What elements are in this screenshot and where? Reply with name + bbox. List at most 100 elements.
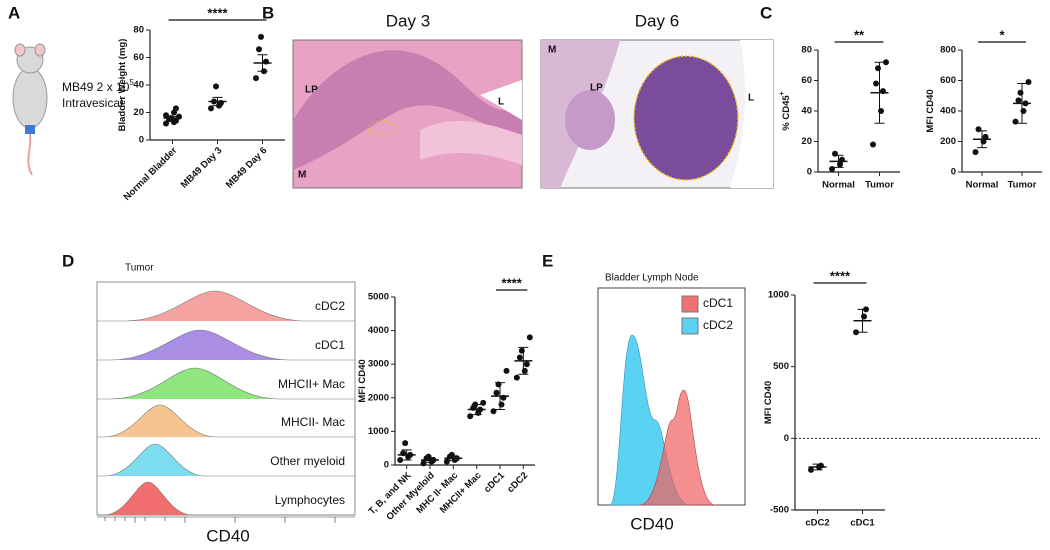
- x-tick-label: cDC2: [805, 518, 829, 529]
- data-point: [1012, 118, 1019, 125]
- y-tick-label: 60: [801, 75, 812, 86]
- micrograph-title: Day 6: [635, 11, 679, 30]
- error-bar: [425, 457, 435, 463]
- panel-label: D: [62, 251, 74, 270]
- data-point: [513, 374, 520, 381]
- panel-label: C: [760, 3, 772, 22]
- y-tick-label: 60: [133, 52, 144, 63]
- data-point: [443, 458, 450, 465]
- y-tick-label: 80: [133, 25, 144, 36]
- y-axis-label-text: Bladder Weight (mg): [117, 39, 128, 132]
- error-bar: [857, 308, 868, 333]
- x-tick-label: cDC1: [482, 470, 507, 495]
- tissue-label: LP: [305, 85, 318, 96]
- data-point: [878, 108, 884, 114]
- data-point: [173, 105, 179, 112]
- x-tick-label: cDC2: [505, 470, 530, 495]
- y-axis-label: MFI CD40: [357, 359, 368, 402]
- data-point: [397, 456, 404, 463]
- y-tick-label: 500: [773, 361, 789, 372]
- tissue-label: L: [498, 97, 504, 108]
- y-tick-label: 40: [801, 106, 812, 117]
- data-point: [982, 133, 989, 140]
- y-tick-label: 800: [940, 45, 956, 56]
- y-axis-label-text: MFI CD40: [357, 359, 368, 402]
- data-point: [503, 367, 510, 374]
- data-point: [521, 367, 528, 374]
- panel-label: E: [542, 251, 553, 270]
- data-point: [518, 347, 525, 354]
- data-point: [870, 141, 876, 148]
- data-point: [163, 120, 169, 127]
- y-tick-label: 40: [133, 80, 144, 91]
- error-bar: [833, 154, 844, 168]
- data-point: [448, 451, 455, 458]
- error-bar: [977, 130, 987, 149]
- data-point: [256, 46, 262, 53]
- x-tick-label: Normal Bladder: [122, 145, 180, 203]
- data-point: [875, 65, 881, 72]
- micrograph: [292, 39, 523, 189]
- histogram: [96, 281, 356, 523]
- y-axis-label-text: MFI CD40: [763, 381, 774, 424]
- error-bar: [812, 463, 823, 471]
- x-axis-label: CD40: [630, 514, 673, 533]
- x-tick-label: Tumor: [865, 180, 894, 191]
- treatment-text: MB49 2 x 105: [62, 78, 134, 94]
- data-point: [808, 466, 814, 473]
- y-axis-label: Bladder Weight (mg): [117, 39, 128, 132]
- y-tick-label: 0: [951, 167, 956, 178]
- y-tick-label: 0: [384, 460, 389, 471]
- data-point: [526, 334, 533, 341]
- y-tick-label: 1000: [368, 426, 389, 437]
- x-tick-label: Normal: [822, 180, 855, 191]
- mouse-illustration: [12, 43, 48, 176]
- significance-label: ****: [207, 5, 228, 20]
- error-bar: [471, 404, 482, 416]
- x-tick-label: Normal: [966, 180, 999, 191]
- treatment-superscript: 5: [129, 78, 134, 87]
- y-tick-label: 5000: [368, 292, 389, 303]
- y-axis-label: MFI CD40: [925, 89, 936, 132]
- error-bar: [448, 455, 459, 462]
- histogram-row-label: Lymphocytes: [275, 493, 345, 507]
- y-tick-label: 0: [139, 135, 144, 146]
- panel-label: B: [262, 3, 274, 22]
- data-point: [258, 33, 264, 40]
- significance-label: **: [854, 27, 865, 42]
- data-point: [208, 105, 214, 112]
- histogram-row-label: Other myeloid: [270, 454, 345, 468]
- data-point: [853, 329, 859, 336]
- histogram-row-label: cDC2: [315, 299, 345, 313]
- data-point: [832, 150, 838, 157]
- significance-label: ****: [502, 275, 523, 290]
- data-point: [498, 401, 505, 408]
- y-tick-label: 0: [784, 433, 789, 444]
- y-tick-label: 20: [133, 107, 144, 118]
- micrograph: [540, 39, 774, 189]
- data-point: [873, 80, 879, 87]
- error-bar: [518, 346, 529, 375]
- error-bar: [167, 115, 178, 121]
- y-axis-label-superscript: +: [779, 91, 786, 95]
- data-point: [861, 313, 867, 320]
- y-axis-label: MFI CD40: [763, 381, 774, 424]
- significance-label: ****: [830, 268, 851, 283]
- histogram-row-label: MHCII- Mac: [281, 415, 345, 429]
- y-axis-label: % CD45+: [779, 91, 792, 130]
- histogram-row-label: cDC1: [315, 338, 345, 352]
- tissue-label: L: [748, 93, 754, 104]
- y-tick-label: 3000: [368, 359, 389, 370]
- data-point: [975, 126, 982, 133]
- x-tick-label: MB49 Day 6: [224, 145, 269, 190]
- x-tick-label: MB49 Day 3: [179, 145, 224, 190]
- y-axis-label-text: % CD45: [781, 95, 792, 131]
- histogram-title: Tumor: [125, 263, 154, 274]
- data-point: [213, 83, 219, 90]
- error-bar: [1017, 83, 1027, 124]
- data-point: [1025, 79, 1032, 86]
- data-point: [1020, 108, 1027, 114]
- data-point: [425, 453, 432, 460]
- histogram-title: Bladder Lymph Node: [605, 273, 699, 284]
